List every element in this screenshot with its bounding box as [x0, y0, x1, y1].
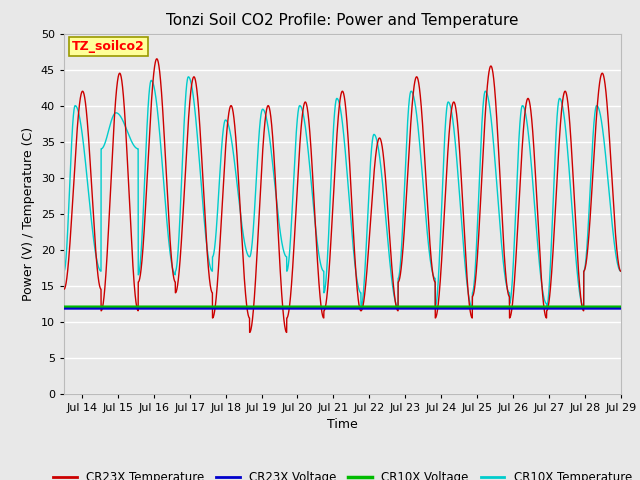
Title: Tonzi Soil CO2 Profile: Power and Temperature: Tonzi Soil CO2 Profile: Power and Temper… — [166, 13, 518, 28]
CR23X Temperature — [246, 329, 253, 335]
CR10X Voltage — [566, 304, 573, 310]
CR23X Temperature — [153, 56, 161, 62]
X-axis label: Time: Time — [327, 418, 358, 431]
Line: CR23X Temperature: CR23X Temperature — [64, 59, 621, 332]
CR23X Temperature — [588, 194, 595, 200]
CR23X Voltage — [563, 306, 570, 312]
CR23X Temperature — [566, 118, 573, 124]
Text: TZ_soilco2: TZ_soilco2 — [72, 40, 145, 53]
CR23X Voltage — [408, 306, 416, 312]
CR10X Temperature — [617, 268, 625, 274]
CR10X Voltage — [60, 304, 68, 310]
CR23X Temperature — [617, 268, 625, 274]
CR23X Temperature — [274, 217, 282, 223]
CR10X Temperature — [127, 136, 134, 142]
CR10X Voltage — [563, 304, 570, 310]
CR23X Voltage — [617, 306, 625, 312]
CR23X Temperature — [409, 96, 417, 102]
CR10X Temperature — [273, 205, 281, 211]
CR23X Voltage — [127, 306, 134, 312]
CR10X Temperature — [588, 160, 595, 166]
CR10X Temperature — [184, 74, 192, 80]
CR10X Voltage — [588, 304, 595, 310]
CR10X Temperature — [409, 90, 417, 96]
CR23X Voltage — [273, 306, 281, 312]
CR10X Temperature — [580, 304, 588, 310]
CR23X Temperature — [127, 221, 134, 227]
CR10X Temperature — [60, 268, 68, 274]
CR23X Temperature — [60, 286, 68, 292]
CR10X Voltage — [273, 304, 281, 310]
Y-axis label: Power (V) / Temperature (C): Power (V) / Temperature (C) — [22, 127, 35, 300]
CR23X Voltage — [588, 306, 595, 312]
CR10X Temperature — [563, 139, 571, 145]
CR23X Temperature — [563, 94, 571, 99]
CR23X Voltage — [566, 306, 573, 312]
Line: CR10X Temperature: CR10X Temperature — [64, 77, 621, 307]
CR10X Temperature — [566, 171, 573, 177]
CR10X Voltage — [408, 304, 416, 310]
Legend: CR23X Temperature, CR23X Voltage, CR10X Voltage, CR10X Temperature: CR23X Temperature, CR23X Voltage, CR10X … — [48, 466, 637, 480]
CR10X Voltage — [127, 304, 134, 310]
CR10X Voltage — [617, 304, 625, 310]
CR23X Voltage — [60, 306, 68, 312]
